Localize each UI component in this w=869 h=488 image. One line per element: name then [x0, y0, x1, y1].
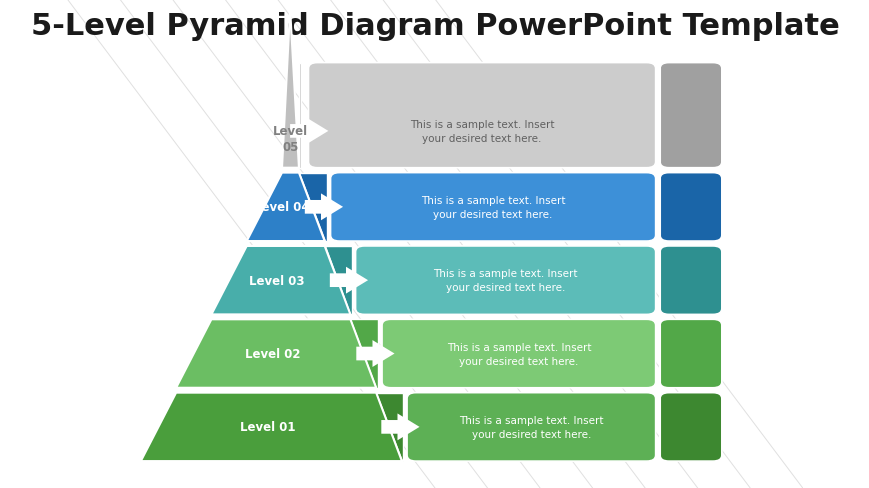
FancyBboxPatch shape: [660, 63, 721, 168]
Polygon shape: [289, 118, 328, 145]
FancyBboxPatch shape: [660, 320, 721, 388]
Text: Level 04: Level 04: [254, 201, 309, 214]
Polygon shape: [304, 194, 342, 221]
FancyBboxPatch shape: [355, 246, 655, 315]
Polygon shape: [381, 414, 419, 440]
Polygon shape: [299, 63, 301, 168]
Polygon shape: [329, 267, 368, 294]
Text: This is a sample text. Insert
your desired text here.: This is a sample text. Insert your desir…: [409, 120, 554, 143]
Polygon shape: [375, 393, 403, 461]
Text: This is a sample text. Insert
your desired text here.: This is a sample text. Insert your desir…: [421, 195, 565, 220]
Text: This is a sample text. Insert
your desired text here.: This is a sample text. Insert your desir…: [459, 415, 603, 439]
Text: This is a sample text. Insert
your desired text here.: This is a sample text. Insert your desir…: [433, 268, 577, 293]
Text: This is a sample text. Insert
your desired text here.: This is a sample text. Insert your desir…: [446, 342, 590, 366]
FancyBboxPatch shape: [330, 173, 655, 242]
Polygon shape: [350, 320, 378, 388]
Polygon shape: [141, 393, 401, 461]
Text: 5-Level Pyramid Diagram PowerPoint Template: 5-Level Pyramid Diagram PowerPoint Templ…: [30, 12, 839, 41]
Text: Level 01: Level 01: [240, 421, 295, 433]
Polygon shape: [176, 320, 375, 388]
Text: Level 03: Level 03: [249, 274, 305, 287]
FancyBboxPatch shape: [660, 173, 721, 242]
Polygon shape: [356, 341, 395, 367]
Text: Level 02: Level 02: [244, 347, 300, 360]
FancyBboxPatch shape: [660, 246, 721, 315]
FancyBboxPatch shape: [660, 393, 721, 461]
Polygon shape: [211, 246, 350, 315]
Polygon shape: [324, 246, 351, 315]
Polygon shape: [247, 173, 324, 242]
Polygon shape: [282, 10, 299, 168]
Text: Level
05: Level 05: [273, 124, 308, 153]
Polygon shape: [299, 173, 327, 242]
FancyBboxPatch shape: [407, 393, 655, 461]
FancyBboxPatch shape: [381, 320, 655, 388]
FancyBboxPatch shape: [308, 63, 655, 168]
